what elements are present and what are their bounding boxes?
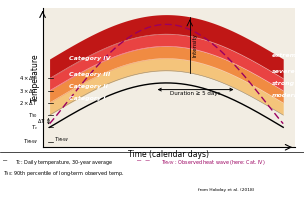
Text: —: — [3, 157, 7, 163]
Text: $T_{MHW}$ : Observed heat wave (here: Cat. IV): $T_{MHW}$ : Observed heat wave (here: Ca… [161, 158, 266, 167]
Text: $T_{90}$: $T_{90}$ [28, 111, 38, 120]
Text: Category II: Category II [69, 84, 109, 89]
Text: Category III: Category III [69, 72, 111, 77]
Text: Intensity: Intensity [192, 33, 197, 57]
Y-axis label: Temperature: Temperature [31, 53, 40, 102]
Text: $T_{MHW}$: $T_{MHW}$ [23, 137, 38, 146]
Text: Duration ≥ 5 days: Duration ≥ 5 days [170, 91, 221, 96]
Text: $T_{90}$: 90th percentile of long-term observed temp.: $T_{90}$: 90th percentile of long-term o… [3, 169, 124, 178]
Text: $3\times\Delta T$: $3\times\Delta T$ [19, 87, 38, 95]
Text: $2\times\Delta T$: $2\times\Delta T$ [19, 99, 38, 107]
Text: extreme: extreme [271, 53, 301, 58]
Text: Category IV: Category IV [69, 56, 111, 61]
Text: $T_{MHW}$: $T_{MHW}$ [54, 135, 69, 144]
Text: from Hobday et al. (2018): from Hobday et al. (2018) [198, 188, 254, 192]
X-axis label: Time (calendar days): Time (calendar days) [128, 150, 209, 159]
Text: — —: — — [137, 157, 150, 163]
Text: $T_C$: Daily temperature, 30-year average: $T_C$: Daily temperature, 30-year averag… [15, 158, 114, 167]
Text: $T_c$: $T_c$ [31, 123, 38, 132]
Text: moderate: moderate [271, 93, 304, 98]
Text: $4\times\Delta T$: $4\times\Delta T$ [19, 74, 38, 83]
Text: strong: strong [271, 81, 295, 86]
Text: Category I: Category I [69, 96, 106, 101]
Text: severe: severe [271, 69, 295, 74]
Text: $\Delta T$: $\Delta T$ [37, 117, 46, 125]
